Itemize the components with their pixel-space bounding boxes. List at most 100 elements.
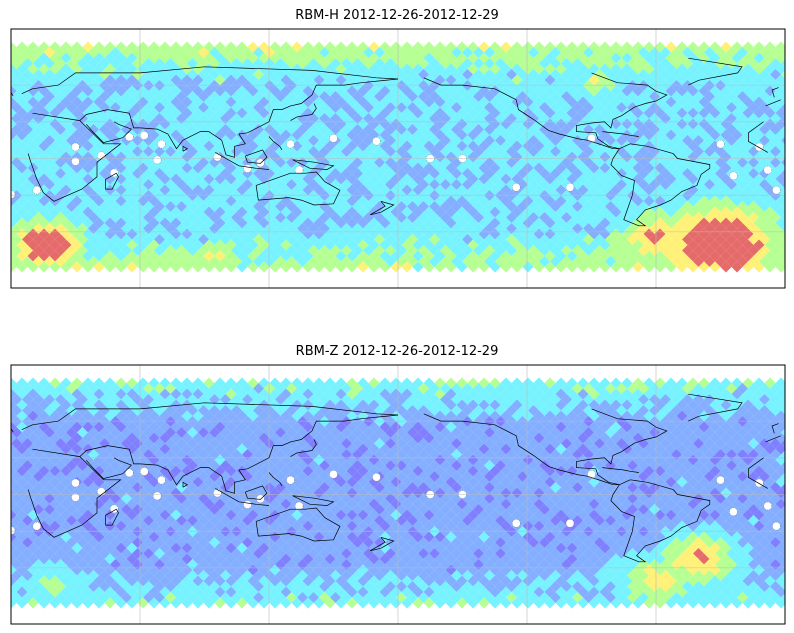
heat-cell (781, 257, 785, 266)
panel-title-rbm-z: RBM-Z 2012-12-26-2012-12-29 (295, 344, 499, 359)
heat-cell (781, 180, 785, 189)
heat-cell (390, 261, 402, 273)
heat-cell (500, 261, 512, 273)
heat-cell (368, 261, 380, 273)
mask-gap (286, 139, 295, 149)
mask-gap (329, 134, 338, 143)
heat-cell (781, 461, 785, 470)
heat-cell (324, 261, 336, 273)
heat-cell (787, 207, 794, 218)
heat-cell (11, 239, 17, 251)
heat-cell (787, 389, 794, 400)
heat-cell (781, 136, 785, 145)
map-panel-rbm-z (11, 365, 794, 624)
heat-cells-rbm-h (11, 41, 794, 273)
heat-cell (82, 261, 94, 273)
heat-cell (781, 235, 785, 244)
heat-cell (787, 141, 794, 152)
mask-gap (213, 152, 222, 162)
heat-cell (787, 119, 794, 130)
heat-cell (445, 261, 457, 273)
heat-cell (203, 261, 215, 273)
heat-cell (775, 96, 785, 108)
heat-cell (93, 261, 105, 273)
heat-cell (787, 455, 794, 466)
heat-cell (11, 443, 17, 455)
coastline (610, 143, 711, 227)
coastline (86, 121, 133, 143)
heat-cell (511, 261, 523, 273)
heat-cell (775, 476, 785, 488)
heat-cell (775, 388, 785, 400)
coastline (771, 87, 779, 98)
heat-cell (775, 41, 785, 53)
coastline (215, 152, 270, 170)
coastline (423, 72, 668, 150)
heat-cell (489, 261, 501, 273)
heat-cell (104, 261, 116, 273)
mask-gap (11, 190, 16, 199)
heat-cell (11, 118, 17, 130)
heat-cell (291, 261, 303, 273)
heat-cell (787, 411, 794, 422)
heat-cell (27, 261, 39, 273)
mask-gap (294, 165, 304, 175)
heat-cell (434, 261, 446, 273)
heat-cell (11, 465, 17, 477)
heat-cell (781, 103, 785, 112)
heat-cell (357, 261, 369, 273)
heat-cell (787, 510, 794, 521)
heat-cell (544, 261, 556, 273)
heat-cell (775, 250, 785, 262)
heat-cell (632, 261, 644, 273)
heat-cells-rbm-z (11, 377, 794, 609)
heat-cell (49, 261, 61, 273)
heat-cell (478, 261, 490, 273)
heat-cell (787, 378, 794, 389)
heat-cell (11, 377, 17, 389)
heat-cell (423, 261, 435, 273)
heat-cell (775, 162, 785, 174)
heat-cell (401, 261, 413, 273)
coastline (21, 66, 399, 95)
heat-cell (236, 261, 248, 273)
heat-cell (731, 261, 743, 273)
mask-gap (716, 139, 725, 149)
heat-cell (781, 114, 785, 123)
heat-cell (467, 261, 479, 273)
heat-cell (775, 52, 785, 64)
heat-cell (775, 443, 785, 455)
coastline (748, 132, 768, 153)
mask-gap (512, 183, 521, 192)
heat-cell (654, 261, 666, 273)
coastline (688, 57, 743, 86)
heat-cell (775, 107, 785, 119)
heat-cell (247, 261, 259, 273)
heat-cell (781, 202, 785, 211)
heat-cell (781, 494, 785, 503)
heat-cell (787, 444, 794, 455)
coastline (602, 131, 639, 137)
heat-cell (787, 499, 794, 510)
heat-cell (665, 261, 677, 273)
mask-gap (71, 157, 80, 166)
heat-cell (787, 488, 794, 499)
heat-cell (775, 74, 785, 86)
heat-cell (787, 163, 794, 174)
heat-cell (781, 213, 785, 222)
mask-gap (152, 155, 162, 165)
heat-cell (577, 261, 589, 273)
heat-cell (412, 261, 424, 273)
heat-cell (781, 406, 785, 415)
heat-cell (621, 261, 633, 273)
heat-cell (787, 422, 794, 433)
heat-cell (753, 261, 765, 273)
heat-cell (71, 261, 83, 273)
mask-gap (729, 171, 738, 180)
heat-cell (522, 261, 534, 273)
coastline (748, 121, 764, 134)
heat-cell (720, 261, 732, 273)
coastline (292, 159, 335, 170)
heat-cell (787, 400, 794, 411)
